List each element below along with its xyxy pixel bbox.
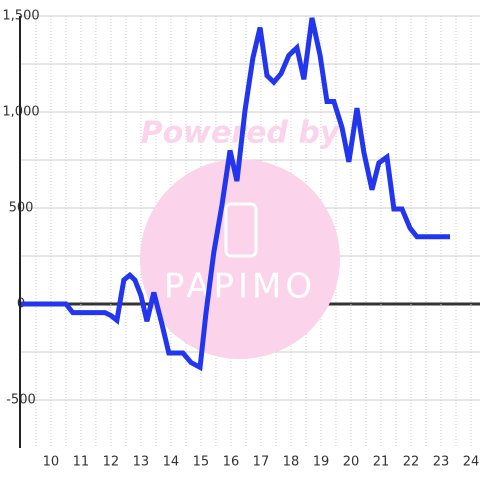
x-tick-label: 20 <box>343 455 360 470</box>
x-tick-label: 14 <box>163 455 180 470</box>
x-tick-label: 11 <box>73 455 90 470</box>
watermark-icon <box>224 202 258 258</box>
x-tick-label: 18 <box>283 455 300 470</box>
x-tick-label: 16 <box>223 455 240 470</box>
x-tick-label: 24 <box>463 455 480 470</box>
data-line <box>20 17 450 372</box>
watermark-logo: PAPIMO <box>164 267 316 307</box>
x-tick-label: 17 <box>253 455 270 470</box>
x-tick-label: 12 <box>103 455 120 470</box>
x-tick-label: 21 <box>373 455 390 470</box>
x-tick-label: 15 <box>193 455 210 470</box>
watermark-circle <box>140 159 340 359</box>
x-tick-label: 23 <box>433 455 450 470</box>
watermark: Powered by PAPIMO <box>140 116 341 359</box>
x-tick-label: 10 <box>43 455 60 470</box>
x-tick-label: 13 <box>133 455 150 470</box>
x-tick-label: 19 <box>313 455 330 470</box>
x-tick-label: 22 <box>403 455 420 470</box>
